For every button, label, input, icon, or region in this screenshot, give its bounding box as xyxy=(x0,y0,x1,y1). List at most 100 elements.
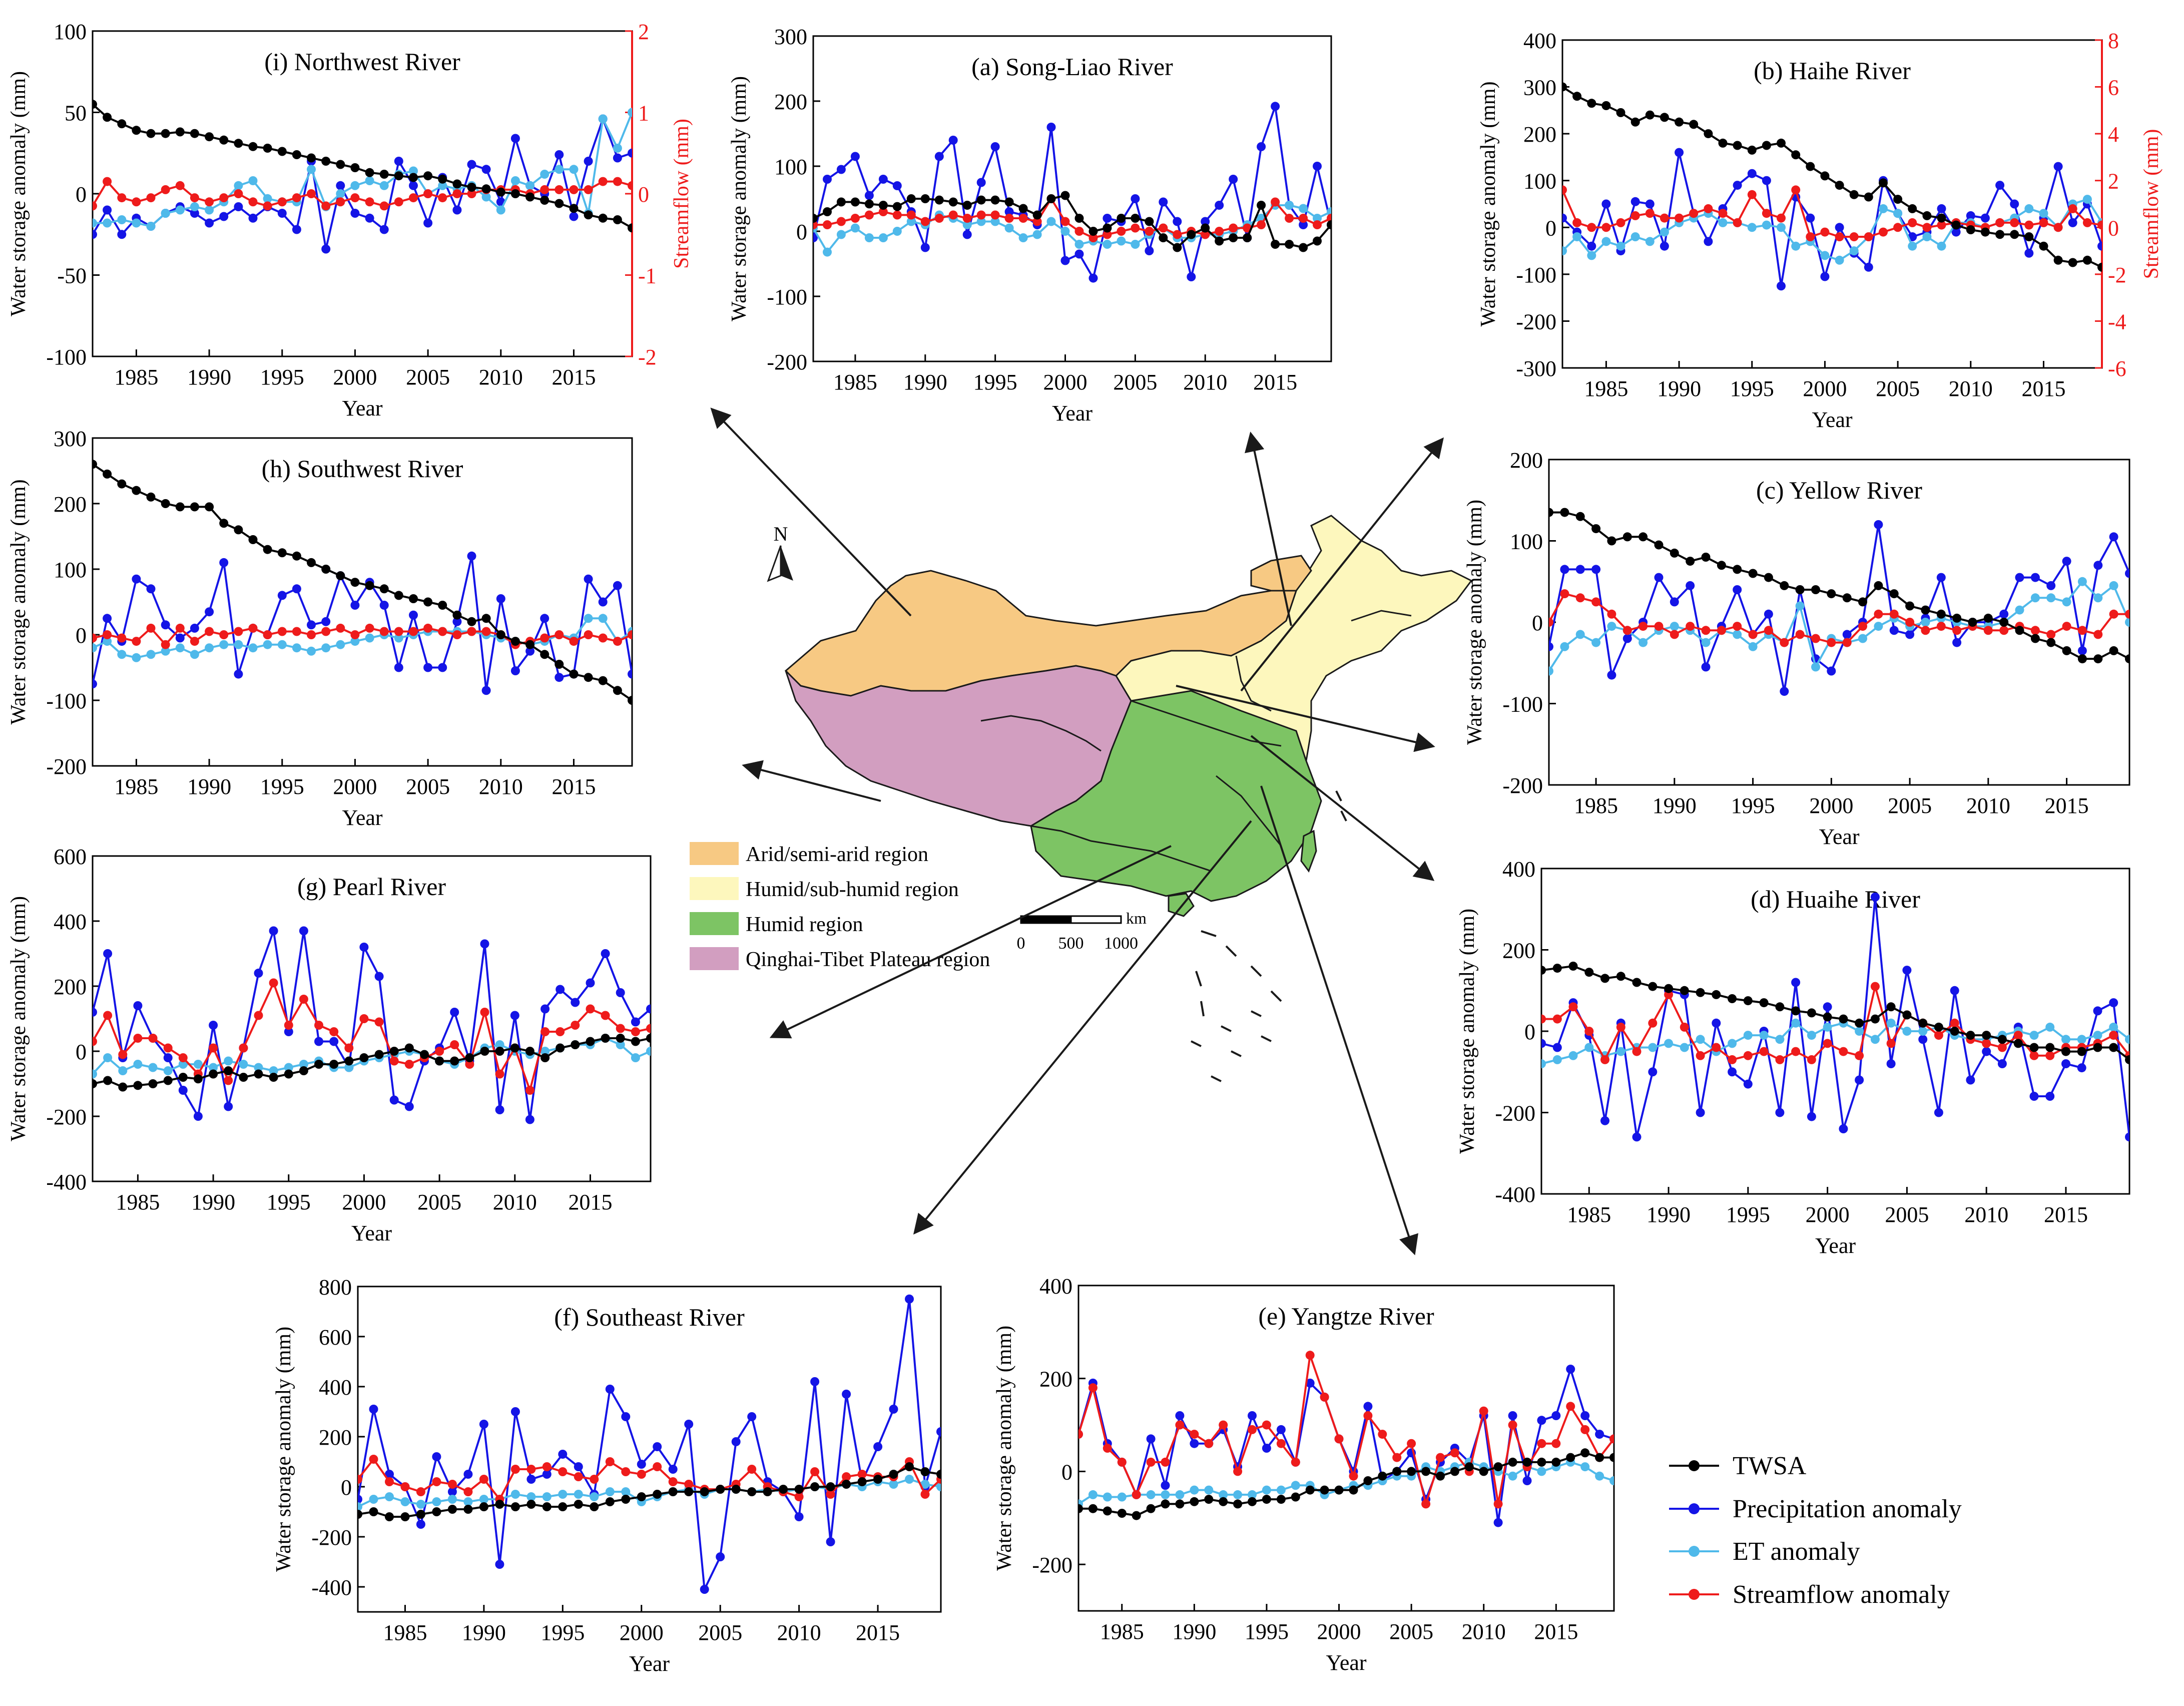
data-point-et xyxy=(277,640,287,649)
data-point-stream xyxy=(1175,1420,1185,1430)
data-point-et xyxy=(93,643,97,653)
data-point-twsa xyxy=(496,187,505,197)
data-point-precip xyxy=(1173,217,1182,226)
data-point-twsa xyxy=(452,610,462,620)
y-tick-label: -200 xyxy=(1502,773,1543,798)
data-point-twsa xyxy=(365,168,374,177)
y-tick-label: 400 xyxy=(1502,857,1535,882)
data-point-twsa xyxy=(1982,1031,1991,1040)
data-point-et xyxy=(1131,240,1140,249)
data-point-stream xyxy=(1645,209,1655,218)
data-point-twsa xyxy=(1591,524,1601,534)
data-point-stream xyxy=(574,1472,583,1481)
data-point-precip xyxy=(836,165,846,174)
data-point-twsa xyxy=(613,215,622,224)
data-point-twsa xyxy=(616,1034,625,1043)
data-point-twsa xyxy=(423,171,433,181)
series-line-precip xyxy=(1541,897,2129,1137)
x-tick-label: 2015 xyxy=(552,365,596,389)
data-point-twsa xyxy=(277,548,287,558)
y-tick-label: 200 xyxy=(1510,448,1543,473)
data-point-et xyxy=(1584,1043,1594,1052)
x-tick-label: 2005 xyxy=(1389,1619,1433,1644)
data-point-precip xyxy=(1580,1411,1590,1420)
data-point-et xyxy=(631,1053,640,1062)
data-point-stream xyxy=(205,197,214,207)
data-point-twsa xyxy=(555,199,564,208)
data-point-et xyxy=(1823,1022,1832,1032)
data-point-stream xyxy=(1552,1014,1562,1024)
x-axis-label: Year xyxy=(629,1651,670,1676)
data-point-stream xyxy=(394,197,403,207)
data-point-stream xyxy=(1701,626,1711,635)
data-point-twsa xyxy=(321,157,331,166)
data-point-twsa xyxy=(574,1500,583,1509)
data-point-stream xyxy=(1190,1430,1199,1439)
data-point-twsa xyxy=(540,1053,550,1062)
data-point-stream xyxy=(1201,230,1210,239)
data-point-et xyxy=(447,1495,457,1504)
x-tick-label: 2015 xyxy=(2021,376,2065,401)
data-point-stream xyxy=(1600,1055,1609,1064)
data-point-stream xyxy=(1305,1351,1315,1360)
data-point-twsa xyxy=(1686,557,1695,566)
data-point-twsa xyxy=(1349,1485,1358,1495)
data-point-twsa xyxy=(1493,1462,1503,1472)
data-point-precip xyxy=(1552,1043,1562,1052)
data-point-precip xyxy=(569,212,579,221)
data-point-twsa xyxy=(400,1512,410,1521)
data-point-et xyxy=(990,217,1000,226)
y-tick-label: -400 xyxy=(46,1170,87,1194)
data-point-twsa xyxy=(1670,548,1679,558)
data-point-stream xyxy=(1587,223,1596,232)
data-point-twsa xyxy=(873,1475,883,1484)
data-point-stream xyxy=(1823,1039,1832,1048)
data-point-precip xyxy=(1660,241,1669,251)
data-point-et xyxy=(1190,1485,1199,1495)
data-point-stream xyxy=(2097,220,2102,230)
data-point-et xyxy=(146,650,156,659)
data-point-twsa xyxy=(628,223,632,233)
data-point-stream xyxy=(103,1011,113,1020)
data-point-stream xyxy=(1349,1471,1358,1481)
data-point-twsa xyxy=(1132,1511,1141,1520)
data-point-twsa xyxy=(1609,1453,1614,1462)
data-point-et xyxy=(1849,246,1859,256)
data-point-twsa xyxy=(540,196,550,205)
data-point-et xyxy=(1728,1039,1737,1048)
data-point-stream xyxy=(2077,626,2087,635)
data-point-precip xyxy=(555,150,564,159)
data-point-et xyxy=(1591,638,1601,647)
data-point-twsa xyxy=(1587,99,1596,108)
data-point-twsa xyxy=(163,1076,173,1085)
y-tick-label: -100 xyxy=(46,345,87,369)
arrow-to-northwest xyxy=(710,407,912,617)
data-point-stream xyxy=(1271,197,1280,207)
data-point-precip xyxy=(1952,638,1962,647)
x-tick-label: 1990 xyxy=(1647,1202,1691,1227)
data-point-stream xyxy=(1680,1022,1689,1032)
data-point-stream xyxy=(1886,1039,1896,1048)
data-point-twsa xyxy=(1537,1457,1546,1467)
data-point-stream xyxy=(416,1487,425,1496)
data-point-stream xyxy=(1733,218,1742,227)
data-point-stream xyxy=(344,1043,354,1053)
x-tick-label: 1985 xyxy=(116,1190,160,1214)
data-point-et xyxy=(190,650,199,659)
data-point-precip xyxy=(133,1001,143,1010)
data-point-stream xyxy=(1660,213,1669,223)
data-point-et xyxy=(1630,232,1640,241)
data-point-twsa xyxy=(613,686,622,695)
data-point-precip xyxy=(1175,1411,1185,1420)
data-point-stream xyxy=(836,217,846,226)
x-tick-label: 2000 xyxy=(342,1190,386,1214)
data-point-stream xyxy=(540,1027,550,1036)
legend-precipitation: Precipitation anomaly xyxy=(1733,1495,1962,1523)
data-point-twsa xyxy=(558,1502,568,1511)
data-point-twsa xyxy=(321,565,331,574)
data-point-twsa xyxy=(1549,508,1553,517)
data-point-twsa xyxy=(1918,1018,1928,1028)
data-point-stream xyxy=(463,1487,473,1496)
data-point-precip xyxy=(2053,162,2063,171)
data-point-precip xyxy=(542,1470,552,1479)
